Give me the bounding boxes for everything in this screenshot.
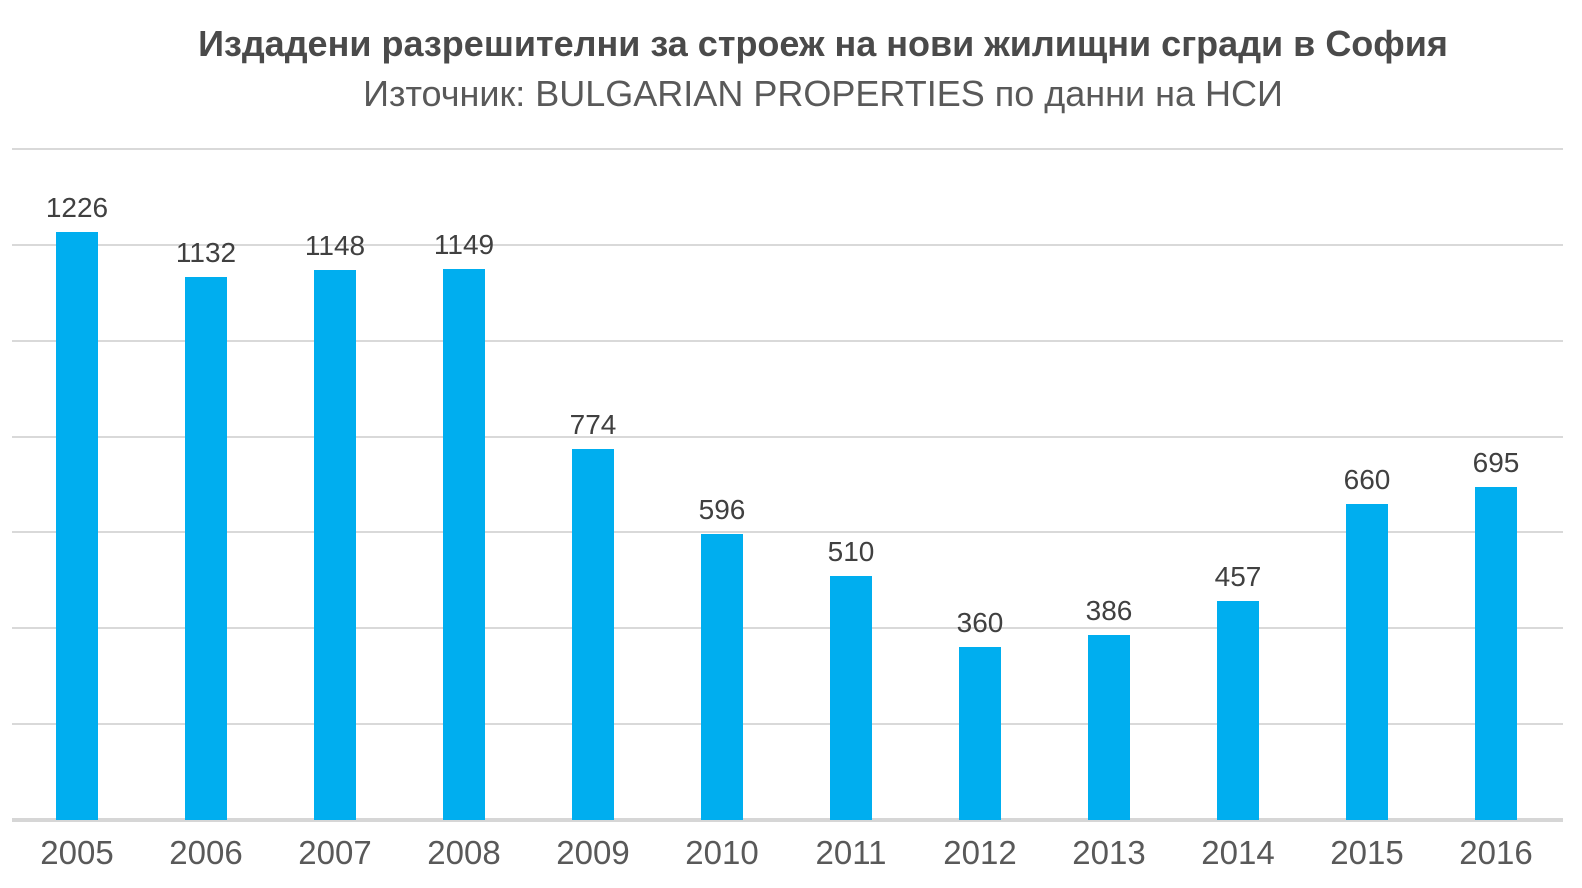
bar-2014 [1217, 601, 1259, 820]
bar-2012 [959, 647, 1001, 820]
x-axis: 2005 2006 2007 2008 2009 2010 2011 2012 2013 2014… [0, 836, 1582, 876]
bar-2009 [572, 449, 614, 820]
x-axis-line [12, 818, 1563, 822]
gridline [12, 148, 1563, 150]
gridline [12, 723, 1563, 726]
gridline [12, 339, 1563, 342]
bar-value-label: 596 [698, 494, 746, 525]
x-axis-label: 2010 [685, 834, 759, 871]
bar-value-label: 774 [569, 409, 617, 440]
bar-value-label: 1148 [304, 230, 366, 261]
x-axis-label: 2012 [943, 834, 1017, 871]
bar-value-label: 386 [1085, 595, 1133, 626]
chart-title: Издадени разрешителни за строеж на нови … [198, 23, 1448, 64]
bar-2016 [1475, 487, 1517, 820]
bar-value-label: 695 [1472, 447, 1520, 478]
bar-value-label: 1132 [175, 237, 237, 268]
bar-2006 [185, 277, 227, 820]
chart-subtitle: Източник: BULGARIAN PROPERTIES по данни … [363, 73, 1283, 114]
bar-2005 [56, 232, 98, 820]
x-axis-label: 2007 [298, 834, 372, 871]
plot-area: 1226 1132 1148 1149 774 596 510 360 386 457 660 695 [12, 148, 1563, 821]
gridline [12, 627, 1563, 630]
bar-value-label: 1226 [45, 192, 109, 223]
x-axis-label: 2013 [1072, 834, 1146, 871]
x-axis-label: 2015 [1330, 834, 1404, 871]
bar-value-label: 360 [956, 607, 1004, 638]
bar-value-label: 510 [827, 536, 875, 567]
bar-2013 [1088, 635, 1130, 820]
bar-value-label: 660 [1343, 464, 1391, 495]
bar-2007 [314, 270, 356, 820]
bar-value-label: 1149 [433, 229, 495, 260]
bar-2015 [1346, 504, 1388, 820]
x-axis-label: 2016 [1459, 834, 1533, 871]
x-axis-label: 2005 [40, 834, 114, 871]
bar-2008 [443, 269, 485, 820]
gridline [12, 435, 1563, 438]
gridline [12, 243, 1563, 246]
x-axis-label: 2008 [427, 834, 501, 871]
x-axis-label: 2009 [556, 834, 630, 871]
x-axis-label: 2014 [1201, 834, 1275, 871]
bar-2011 [830, 576, 872, 820]
bar-2010 [701, 534, 743, 820]
x-axis-label: 2006 [169, 834, 243, 871]
bar-value-label: 457 [1214, 561, 1262, 592]
x-axis-label: 2011 [815, 834, 887, 871]
gridline [12, 531, 1563, 534]
